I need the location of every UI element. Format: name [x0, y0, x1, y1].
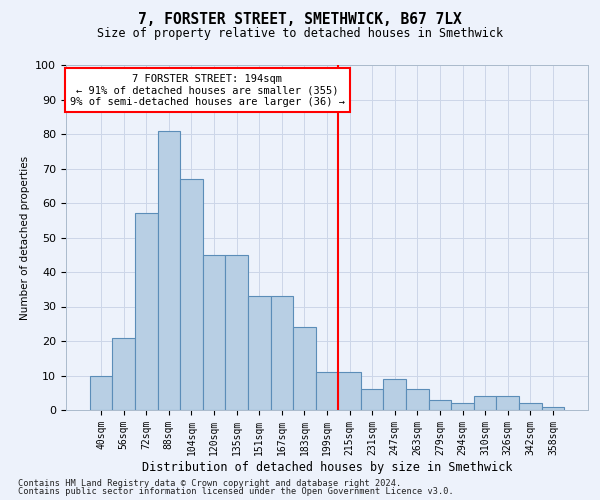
Text: Contains public sector information licensed under the Open Government Licence v3: Contains public sector information licen…: [18, 487, 454, 496]
Bar: [226, 255, 248, 410]
Bar: [316, 372, 338, 410]
Bar: [451, 403, 474, 410]
Bar: [428, 400, 451, 410]
Bar: [158, 130, 180, 410]
Bar: [496, 396, 519, 410]
Bar: [271, 296, 293, 410]
Bar: [338, 372, 361, 410]
Y-axis label: Number of detached properties: Number of detached properties: [20, 156, 30, 320]
Bar: [383, 379, 406, 410]
Text: Size of property relative to detached houses in Smethwick: Size of property relative to detached ho…: [97, 28, 503, 40]
Bar: [474, 396, 496, 410]
Text: 7, FORSTER STREET, SMETHWICK, B67 7LX: 7, FORSTER STREET, SMETHWICK, B67 7LX: [138, 12, 462, 28]
Bar: [203, 255, 226, 410]
Bar: [361, 390, 383, 410]
Bar: [90, 376, 112, 410]
Text: Contains HM Land Registry data © Crown copyright and database right 2024.: Contains HM Land Registry data © Crown c…: [18, 478, 401, 488]
Bar: [112, 338, 135, 410]
Bar: [180, 179, 203, 410]
Bar: [293, 327, 316, 410]
X-axis label: Distribution of detached houses by size in Smethwick: Distribution of detached houses by size …: [142, 460, 512, 473]
Text: 7 FORSTER STREET: 194sqm
← 91% of detached houses are smaller (355)
9% of semi-d: 7 FORSTER STREET: 194sqm ← 91% of detach…: [70, 74, 345, 107]
Bar: [135, 214, 158, 410]
Bar: [406, 390, 428, 410]
Bar: [542, 406, 564, 410]
Bar: [519, 403, 542, 410]
Bar: [248, 296, 271, 410]
